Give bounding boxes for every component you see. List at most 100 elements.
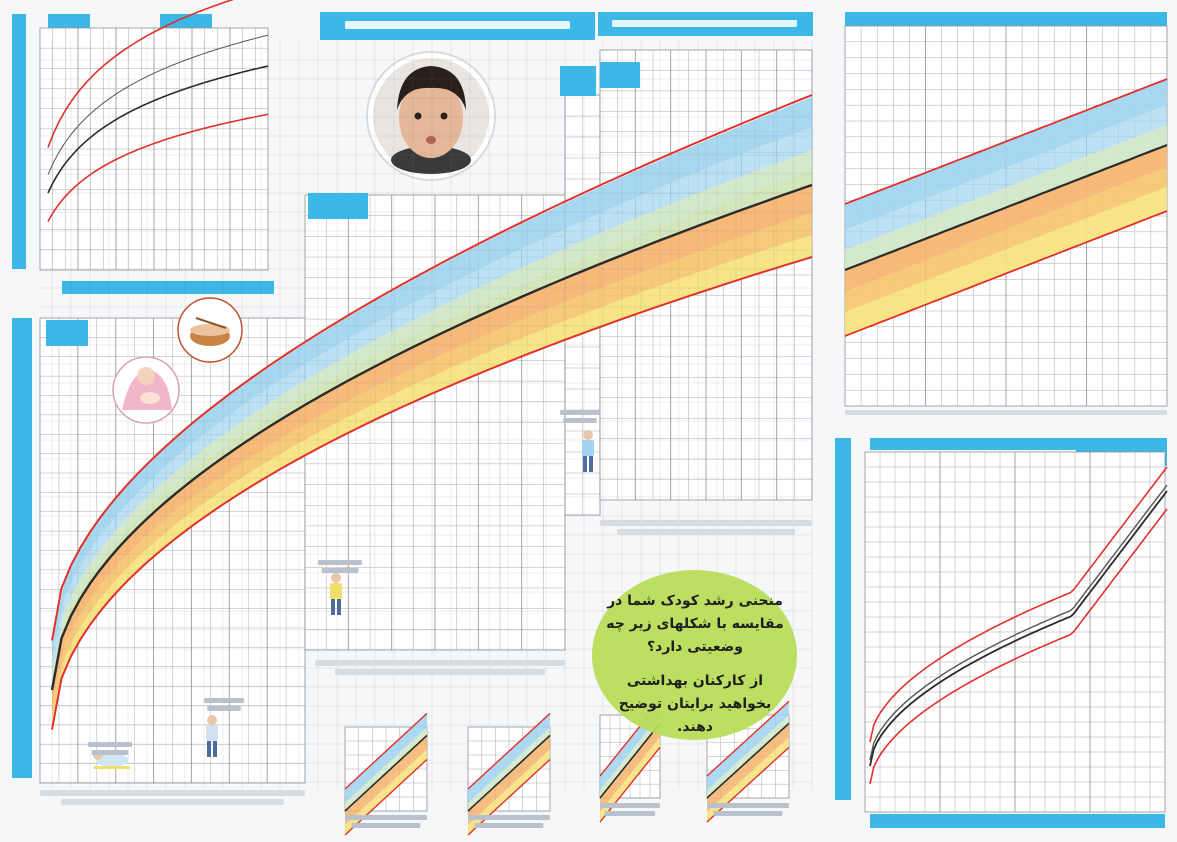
panel1-line-b — [47, 34, 269, 175]
label-sitting — [204, 698, 244, 711]
label-standing — [318, 560, 362, 573]
rt-band-orange2 — [845, 167, 1167, 312]
example-chart-up-red-upper — [467, 712, 551, 790]
title-banner-text — [345, 21, 570, 29]
panel1-red-low — [47, 113, 269, 222]
example-caption-up-line — [474, 823, 544, 828]
bowl-spoon — [195, 317, 227, 329]
example-chart-up-band-orange — [468, 735, 550, 825]
callout-advice: از کارکنان بهداشتی بخواهید برایتان توضیح… — [618, 673, 772, 735]
main-bottom-axis1-line — [61, 799, 284, 805]
example-caption-up — [468, 815, 550, 828]
bowl-food — [190, 324, 230, 336]
rt-band-green — [845, 125, 1167, 270]
example-chart-flat-band-yellow — [600, 737, 660, 822]
example-caption-flat — [600, 803, 660, 816]
curve-red-upper — [51, 94, 813, 641]
example-chart-normal-red-upper — [344, 712, 428, 790]
tag-third-year — [560, 66, 596, 96]
tag-first-year — [46, 320, 88, 346]
child-standing-icon-head — [331, 573, 341, 583]
example-chart-down-band-blue — [707, 701, 789, 790]
main-bottom-axis3-line — [600, 520, 812, 526]
panel1-grid — [39, 27, 269, 271]
example-chart-up-red-lower — [467, 758, 551, 836]
main-bottom-axis3 — [600, 520, 812, 535]
label-walking-line — [563, 418, 597, 423]
child-walking-icon-body — [582, 440, 594, 456]
child-walking-icon-leg-left — [583, 456, 587, 472]
main-grid-overlay — [40, 40, 813, 790]
label-walking-line — [560, 410, 600, 415]
child-standing-icon — [330, 573, 342, 615]
curve-red-lower — [51, 256, 813, 730]
child-standing-icon-leg-right — [337, 599, 341, 615]
tag-fourth-year — [600, 62, 640, 88]
breastfeeding-mother-icon — [112, 356, 180, 424]
main-bottom-axis2-line — [315, 660, 565, 666]
child-walking-icon-leg-right — [589, 456, 593, 472]
toddler-sitting-icon-body — [206, 725, 218, 741]
rt-red-lower — [844, 210, 1168, 337]
example-chart-flat-median — [599, 722, 661, 799]
photo-eye-left — [414, 112, 422, 120]
rt-band-blue — [845, 79, 1167, 230]
title-banner-second-text-line — [612, 20, 797, 27]
tag-second-year — [308, 193, 368, 219]
example-chart-flat-band-green — [600, 715, 660, 798]
label-sitting-line — [204, 698, 244, 703]
photo-hair — [397, 66, 466, 110]
example-caption-down — [707, 803, 789, 816]
example-chart-normal-band-yellow — [345, 749, 427, 835]
rb-red-upper — [869, 466, 1168, 743]
panel1-side-bar — [12, 14, 26, 269]
mother-head — [137, 367, 155, 385]
band-orange — [52, 185, 812, 706]
example-caption-normal-line — [345, 815, 427, 820]
title-banner-second-text — [612, 20, 797, 27]
example-caption-down-line — [707, 803, 789, 808]
callout-bubble — [592, 570, 797, 740]
title-banner-text-line — [345, 21, 570, 29]
label-standing-line — [318, 560, 362, 565]
example-chart-normal-red-lower — [344, 758, 428, 836]
rt-median — [844, 143, 1168, 272]
toddler-sitting-icon — [206, 715, 218, 757]
right-bottom-side-bar — [835, 438, 851, 800]
toddler-sitting-icon-leg-left — [207, 741, 211, 757]
band-upper-blue — [52, 97, 812, 659]
rb-median — [869, 490, 1168, 767]
example-chart-down-band-orange — [707, 723, 789, 812]
right-bottom-grid — [864, 451, 1166, 813]
main-bottom-axis3-line — [616, 529, 796, 535]
rt-band-orange — [845, 145, 1167, 292]
baby-body — [96, 753, 128, 767]
right-top-header — [845, 12, 1167, 26]
label-crawling-line — [91, 750, 129, 755]
curve-median — [50, 183, 813, 691]
panel1-red-high — [47, 0, 234, 148]
photo-eye-right — [440, 112, 448, 120]
example-chart-normal-median — [344, 734, 428, 812]
rt-red-upper — [844, 78, 1168, 205]
example-chart-up-band-green — [468, 727, 550, 811]
example-chart-down-band-yellow — [707, 737, 789, 822]
right-top-axis — [845, 410, 1167, 415]
main-bottom-axis1-line — [40, 790, 305, 796]
photo-mouth — [426, 136, 436, 144]
example-chart-flat-red-lower — [599, 746, 661, 823]
panel1-tab-a — [48, 14, 90, 28]
label-crawling-line — [88, 742, 132, 747]
example-caption-down-line — [713, 811, 783, 816]
child-standing-icon-leg-left — [331, 599, 335, 615]
rt-band-blue2 — [845, 105, 1167, 250]
right-bottom-footer — [870, 814, 1165, 828]
label-walking — [560, 410, 600, 423]
example-chart-up-median — [467, 734, 551, 812]
panel1-median — [47, 65, 269, 194]
panel1-bottom-bar — [62, 281, 274, 294]
example-chart-down-red-upper — [706, 700, 790, 777]
example-chart-normal-band-green — [345, 727, 427, 811]
example-chart-up-band-blue — [468, 713, 550, 803]
